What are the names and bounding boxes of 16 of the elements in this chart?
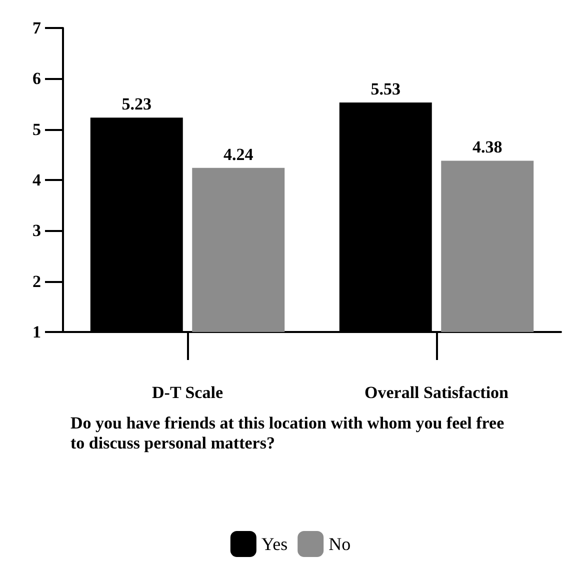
data-label: 5.23 <box>122 94 152 114</box>
y-tick-label: 3 <box>32 221 41 240</box>
y-tick-label: 1 <box>32 322 41 342</box>
y-tick-label: 6 <box>32 69 41 88</box>
data-label: 4.38 <box>472 138 502 157</box>
data-label: 5.53 <box>370 79 401 98</box>
x-axis-title: Do you have friends at this location with whom you feel free to discuss personal matters? <box>70 414 508 452</box>
data-label: 4.24 <box>223 144 254 164</box>
y-tick-label: 5 <box>32 120 41 139</box>
x-tick-label: D-T Scale <box>152 383 224 402</box>
y-tick-label: 7 <box>32 18 42 38</box>
legend-label: Yes <box>261 534 288 554</box>
legend-label: No <box>328 534 351 554</box>
y-tick-label: 4 <box>32 170 42 190</box>
x-tick-label: Overall Satisfaction <box>364 383 510 402</box>
y-tick-label: 2 <box>32 272 41 291</box>
